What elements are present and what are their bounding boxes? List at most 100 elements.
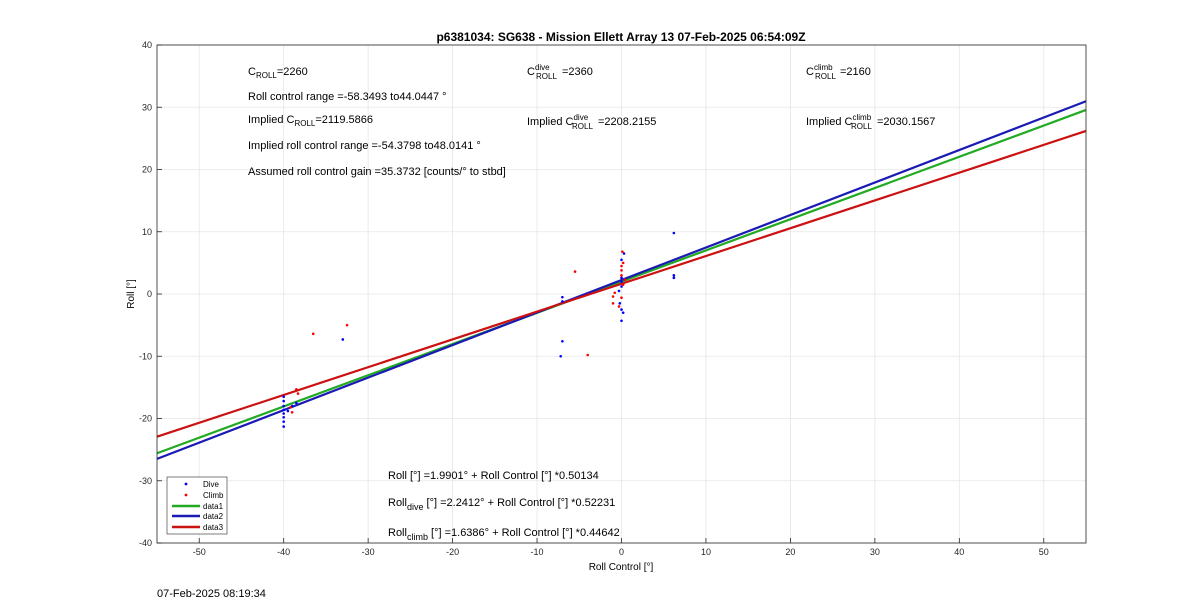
point-climb [611,302,615,305]
point-dive [620,319,623,323]
point-dive [620,280,623,283]
annotation-implied-croll-climb: Implied Cclimb ROLL =2030.1567 [806,113,935,131]
y-tick-label: -20 [139,414,152,424]
annotation-croll-climb: Cclimb ROLL =2160 [806,63,871,81]
x-tick-label: 30 [870,547,880,557]
annotation-fit-all: Roll [°] =1.9901° + Roll Control [°] *0.… [388,470,599,482]
x-tick-label: 10 [701,547,711,557]
x-tick-label: -40 [277,547,290,557]
annotation-croll-dive: Cdive ROLL =2360 [527,63,593,81]
axis-ticks: -50 -40 -30 -20 -10 0 10 20 30 40 50 -40 -30 -20 -10 0 1… [139,40,1049,557]
legend-item-data1: data1 [172,502,224,511]
legend-item-data3: data3 [172,523,224,532]
legend-label-data3: data3 [203,523,224,532]
y-tick-label: 40 [142,40,152,50]
point-climb [295,387,298,391]
annotation-fit-climb: Rollclimb [°] =1.6386° + Roll Control [°… [388,527,620,542]
x-axis-label: Roll Control [°] [589,562,654,573]
point-climb [623,278,627,281]
annotation-croll: CROLL=2260 [248,66,308,80]
point-dive [617,289,621,293]
legend-label-data1: data1 [203,502,224,511]
point-climb [620,274,623,277]
point-dive [561,340,564,343]
y-tick-label: 10 [142,227,152,237]
annotation-gain: Assumed roll control gain =35.3732 [coun… [248,166,506,178]
point-dive [282,395,285,399]
y-tick-label: -40 [139,538,152,548]
legend-marker-climb [184,493,188,497]
y-tick-label: 30 [142,102,152,112]
fit-line-data3 [156,129,1087,438]
point-dive [620,308,623,311]
point-dive [282,408,285,412]
point-climb [620,269,623,272]
y-tick-label: -30 [139,476,152,486]
point-dive [672,274,676,277]
point-climb [613,291,617,295]
y-axis-label: Roll [°] [126,279,137,309]
x-tick-label: -20 [446,547,459,557]
point-dive [561,300,564,303]
point-climb [586,353,590,357]
annotation-implied-croll-dive: Implied Cdive ROLL =2208.2155 [527,113,656,131]
x-tick-label: -30 [362,547,375,557]
point-climb [311,332,315,336]
point-dive [559,354,562,358]
point-dive [282,412,285,415]
point-climb [345,323,349,327]
point-dive [672,276,676,280]
chart-title: p6381034: SG638 - Mission Ellett Array 1… [436,30,805,44]
point-dive [282,425,285,428]
point-dive [282,415,285,419]
point-dive [618,302,622,305]
legend-label-data2: data2 [203,512,224,521]
legend-item-climb: Climb [184,491,224,500]
annotations: CROLL=2260 Cdive ROLL =2360 Cclimb ROLL =216… [248,63,935,542]
point-climb [573,270,577,273]
point-climb [621,261,625,265]
point-climb [611,295,615,298]
point-climb [296,392,300,395]
point-climb [620,264,623,268]
plot-area: -50 -40 -30 -20 -10 0 10 20 30 40 50 -40 -30 -20 -10 0 1… [139,40,1087,557]
point-dive [672,231,676,235]
annotation-fit-dive: Rolldive [°] =2.2412° + Roll Control [°]… [388,497,615,512]
point-dive [286,409,290,413]
x-tick-label: 20 [785,547,795,557]
annotation-implied-range: Implied roll control range =-54.3798 to4… [248,140,481,152]
annotation-implied-croll: Implied CROLL=2119.5866 [248,114,373,128]
point-dive [341,338,345,341]
point-dive [621,311,625,314]
x-tick-label: 40 [954,547,964,557]
fit-line-data2 [156,100,1087,460]
point-dive [622,252,626,255]
point-dive [620,258,623,262]
legend-item-dive: Dive [184,480,220,489]
point-dive [282,404,285,408]
data-points [282,231,676,428]
point-dive [561,295,564,299]
x-tick-label: -10 [531,547,544,557]
point-climb [289,405,292,409]
y-tick-label: 0 [147,289,152,299]
legend-label-dive: Dive [203,480,220,489]
point-dive [282,399,285,403]
footer-timestamp: 07-Feb-2025 08:19:34 [157,588,266,600]
annotation-roll-range: Roll control range =-58.3493 to44.0447 ° [248,91,447,103]
point-dive [620,285,623,288]
point-climb [620,296,623,300]
point-dive [295,401,298,405]
point-dive [282,420,285,423]
point-dive [620,276,623,280]
point-climb [617,305,621,308]
point-climb [621,250,624,253]
x-tick-label: -50 [193,547,206,557]
x-tick-label: 0 [619,547,624,557]
point-climb [290,410,294,414]
legend-label-climb: Climb [203,491,224,500]
legend-item-data2: data2 [172,512,224,521]
y-tick-label: -10 [139,351,152,361]
legend-marker-dive [184,482,188,486]
